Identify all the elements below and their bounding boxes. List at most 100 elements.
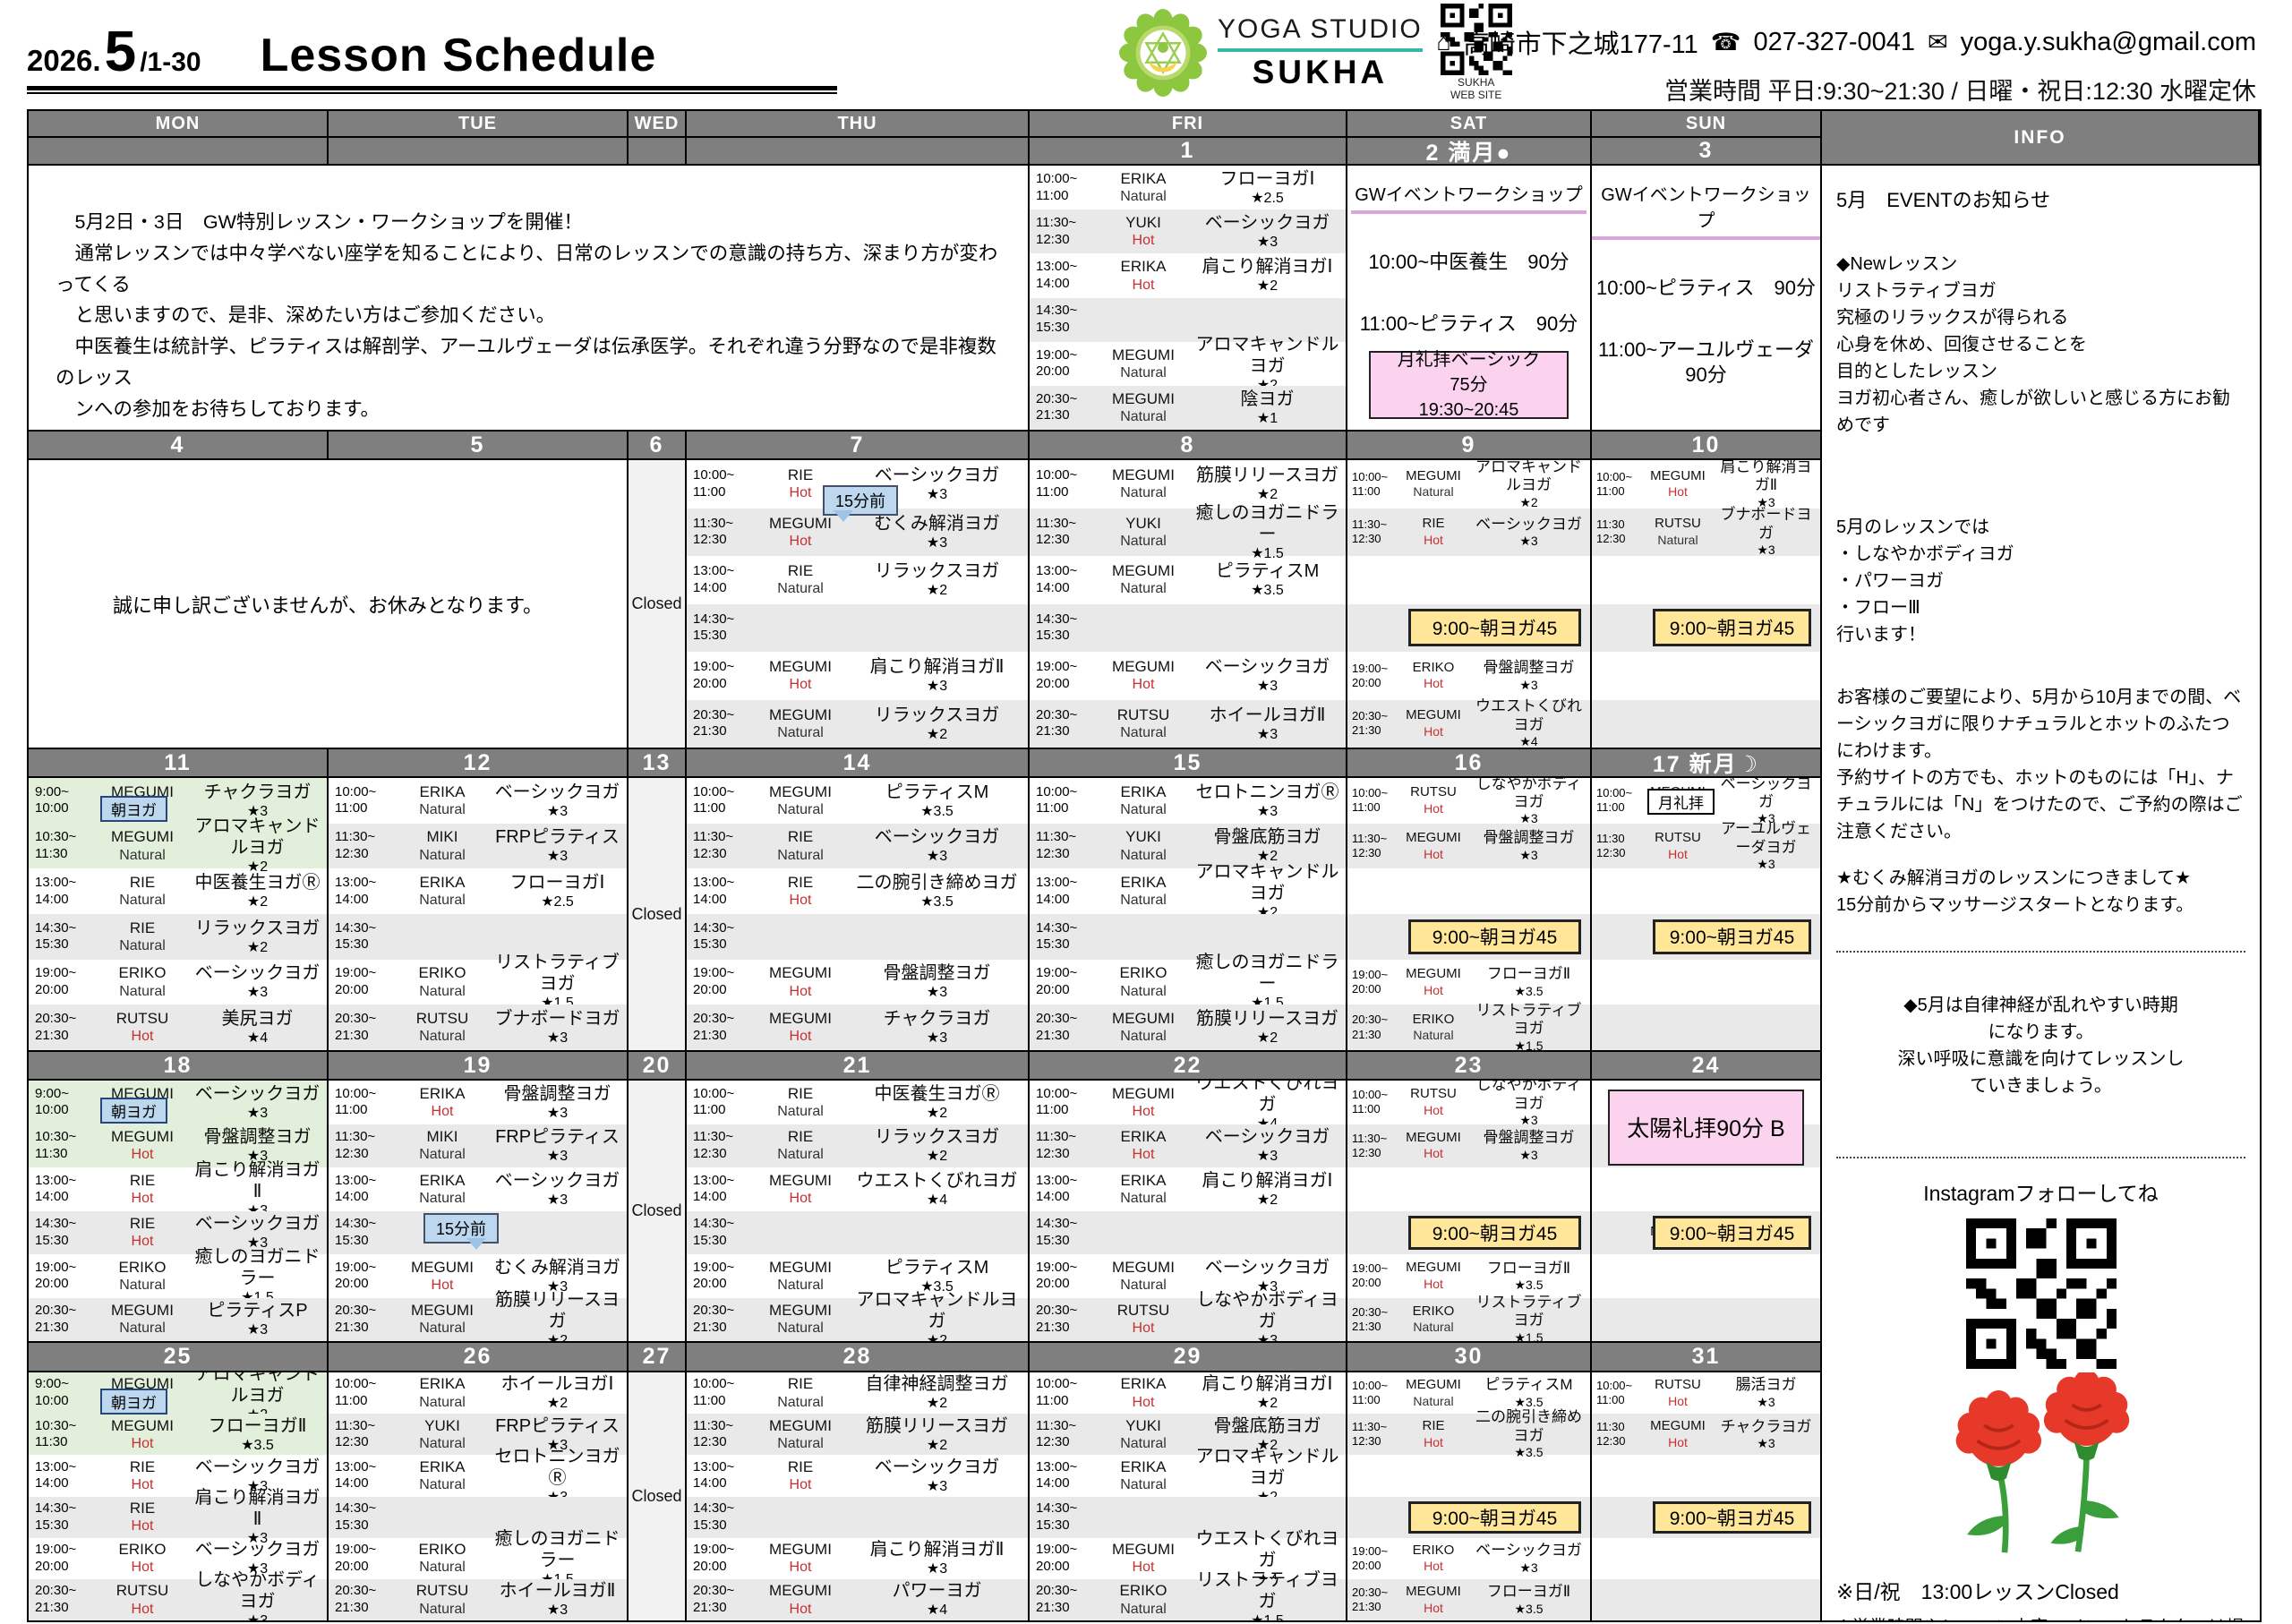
heat-label: Hot bbox=[1424, 1434, 1443, 1449]
star-rating: ★3 bbox=[1256, 235, 1279, 251]
lesson: ホイールヨガⅡ ★3 bbox=[488, 1580, 627, 1619]
day-cell: 10:00~ 11:00 RUTSU Hot しなやかボディヨガ ★3 11:30~ 12… bbox=[1347, 1081, 1592, 1343]
slot-time: 20:30~ 21:30 bbox=[693, 706, 735, 739]
workshop-title: GWイベントワークショップ bbox=[1351, 180, 1586, 214]
instructor-name: MEGUMI bbox=[1112, 1084, 1175, 1102]
slot-time: 10:30~ 11:30 bbox=[35, 1417, 77, 1450]
instructor-name: MEGUMI bbox=[1650, 1418, 1706, 1434]
star-rating: ★3 bbox=[246, 985, 269, 1001]
instructor-name: MEGUMI bbox=[1112, 1541, 1175, 1559]
pink-event-line: 月礼拝ベーシック bbox=[1397, 349, 1541, 370]
instructor: RIE Hot bbox=[755, 873, 846, 910]
instructor-name: MEGUMI bbox=[769, 1258, 832, 1276]
instructor-name: RIE bbox=[787, 1457, 814, 1475]
lesson-slot: 13:00~ 14:00 RIE Natural 中医養生ヨガⓇ ★2 bbox=[29, 868, 327, 914]
star-rating: ★3.5 bbox=[1514, 1394, 1544, 1409]
lesson-slot: 10:00~ 11:00 RIE Natural 中医養生ヨガⓇ ★2 bbox=[687, 1081, 1028, 1124]
instructor-name: ERIKA bbox=[419, 874, 466, 892]
workshop-title: GWイベントワークショップ bbox=[1592, 180, 1820, 240]
instructor: RIE Hot bbox=[97, 1171, 188, 1208]
lesson-slot: 14:30~ 15:30 bbox=[687, 603, 1028, 652]
lesson: しなやかボディヨガ★3 bbox=[1189, 1289, 1346, 1341]
slot-time: 20:30~ 21:30 bbox=[1036, 390, 1078, 423]
lesson: 肩こり解消ヨガⅡ★3 bbox=[846, 1539, 1028, 1577]
instructor-name: MEGUMI bbox=[1112, 1010, 1175, 1028]
star-rating: ★3 bbox=[246, 1235, 269, 1252]
slot-time: 13:00~ 14:00 bbox=[1036, 874, 1078, 907]
lesson-slot: 14:30~ 15:30 bbox=[1030, 1210, 1346, 1254]
lesson-slot: 10:00~ 11:00 ERIKA Natural ベーシックヨガ ★3 bbox=[329, 778, 627, 824]
lesson-slot: 11:30~ 12:30 YUKI Natural 骨盤底筋ヨガ ★2 bbox=[1030, 823, 1346, 869]
slot-time: 20:30~ 21:30 bbox=[1352, 709, 1389, 738]
lesson-name: リストラティブヨガ bbox=[1196, 1570, 1338, 1612]
instructor-name: RIE bbox=[129, 1215, 156, 1233]
heat-label: Hot bbox=[1132, 1103, 1155, 1119]
lesson-name: ホイールヨガⅡ bbox=[1209, 705, 1326, 725]
house-icon: ⌂ bbox=[1436, 28, 1451, 56]
studio-wordmark: YOGA STUDIO SUKHA bbox=[1218, 14, 1423, 91]
slot-time: 9:00~ 10:00 bbox=[35, 1085, 69, 1118]
lesson: ベーシックヨガ ★3 bbox=[1189, 212, 1346, 251]
workshop-item: 11:00~ピラティス 90分 bbox=[1359, 312, 1578, 335]
lesson-slot: 19:00~ 20:00 ERIKO Natural リストラティブヨガ ★1.5 bbox=[329, 953, 627, 1011]
lesson-name: ピラティスM bbox=[1215, 561, 1320, 582]
lesson-name: ホイールヨガⅡ bbox=[499, 1581, 616, 1602]
heat-label: Natural bbox=[1120, 533, 1167, 549]
slot-time: 19:00~ 20:00 bbox=[1352, 1543, 1389, 1572]
lesson-slot: 14:30~ 15:30 bbox=[687, 1496, 1028, 1538]
instructor-name: MEGUMI bbox=[769, 514, 832, 532]
lesson-name: リラックスヨガ bbox=[874, 705, 1000, 725]
pink-event-box: 月礼拝ベーシック 75分 19:30~20:45 bbox=[1369, 350, 1569, 420]
heat-label: Hot bbox=[1132, 677, 1155, 693]
instructor: ERIKA Natural bbox=[397, 782, 488, 819]
lesson-slot: 11:30 12:30 MEGUMI Hot チャクラヨガ ★3 bbox=[1592, 1414, 1820, 1456]
star-rating: ★3.5 bbox=[920, 1278, 954, 1295]
instructor-name: ERIKA bbox=[1120, 169, 1167, 187]
instructor-name: ERIKO bbox=[1119, 964, 1167, 982]
morning-yoga45-box: 9:00~朝ヨガ45 bbox=[1408, 1215, 1581, 1250]
day-cell: 10:00~ 11:00 ERIKA Natural ホイールヨガⅠ ★2 11:30~ … bbox=[329, 1372, 629, 1620]
star-rating: ★3 bbox=[546, 1149, 569, 1165]
slot-time: 10:00~ 11:00 bbox=[1596, 469, 1633, 498]
lesson-name: リラックスヨガ bbox=[194, 918, 321, 938]
lesson: ベーシックヨガ ★3 bbox=[846, 1457, 1028, 1495]
instructor: ERIKO Natural bbox=[1399, 1012, 1467, 1044]
lesson-name: ベーシックヨガ bbox=[194, 1214, 321, 1235]
lesson-slot: 11:30 12:30 RUTSU Natural ブナボードヨガ ★3 bbox=[1592, 506, 1820, 557]
heat-label: Hot bbox=[131, 1234, 154, 1250]
lesson: しなやかボディヨガ★3 bbox=[1467, 1081, 1590, 1128]
slot-time: 10:30~ 11:30 bbox=[35, 829, 77, 861]
instructor: RUTSU Natural bbox=[397, 1009, 488, 1046]
heat-label: Natural bbox=[419, 1147, 466, 1163]
heat-label: Natural bbox=[1120, 1029, 1167, 1045]
slot-time: 11:30~ 12:30 bbox=[1036, 1417, 1077, 1450]
instructor-name: MEGUMI bbox=[1112, 658, 1175, 676]
phone-number: 027-327-0041 bbox=[1753, 27, 1916, 56]
lesson: アロマキャンドルヨガ★2 bbox=[846, 1289, 1028, 1341]
slot-time: 14:30~ 15:30 bbox=[335, 1500, 377, 1533]
slot-time: 11:30~ 12:30 bbox=[1352, 831, 1388, 859]
slot-time: 13:00~ 14:00 bbox=[35, 1458, 77, 1492]
heat-label: Hot bbox=[789, 485, 812, 501]
star-rating: ★4 bbox=[1519, 734, 1538, 749]
instructor: ERIKA Hot bbox=[1098, 1127, 1189, 1164]
instructor-name: MEGUMI bbox=[1406, 1583, 1461, 1599]
lesson: 肩こり解消ヨガⅡ★3 bbox=[1712, 460, 1820, 510]
slot-time: 11:30~ 12:30 bbox=[693, 1417, 734, 1450]
lesson-slot: 14:30~ 15:30 bbox=[329, 1496, 627, 1538]
instructor-name: RUTSU bbox=[1655, 829, 1701, 845]
lesson: ホイールヨガⅠ ★2 bbox=[488, 1373, 627, 1412]
slot-time: 20:30~ 21:30 bbox=[1352, 1013, 1389, 1041]
lesson-slot bbox=[1592, 556, 1820, 604]
lesson-name: FRPピラティス bbox=[495, 1127, 620, 1148]
instructor-name: MEGUMI bbox=[769, 1541, 832, 1559]
morning-yoga45-box: 9:00~朝ヨガ45 bbox=[1653, 1500, 1811, 1534]
instructor: ERIKA Natural bbox=[1098, 873, 1189, 910]
instructor-name: MEGUMI bbox=[769, 1416, 832, 1434]
